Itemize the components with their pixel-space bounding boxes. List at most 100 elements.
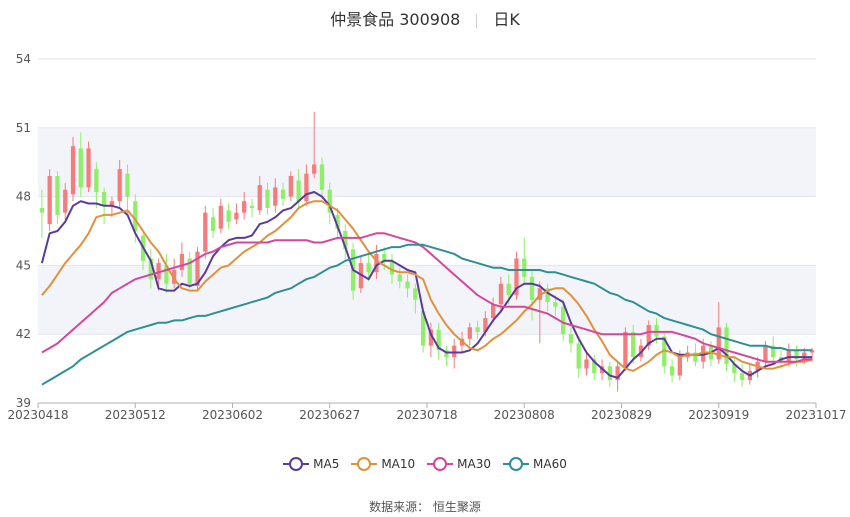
candle-body — [654, 325, 659, 337]
candle-body — [226, 210, 231, 222]
candle-body — [94, 169, 99, 193]
candle-body — [296, 180, 301, 202]
chart-period: 日K — [493, 10, 520, 29]
candle-body — [452, 345, 457, 358]
x-tick-label: 20230919 — [688, 408, 749, 422]
candle-body — [70, 146, 76, 195]
candle-body — [242, 201, 247, 213]
candle-body — [203, 212, 208, 252]
candle-body — [444, 350, 449, 358]
candle-body — [786, 350, 791, 362]
ma-line-ma30 — [41, 232, 813, 363]
candle-body — [701, 345, 706, 362]
candle-body — [280, 189, 286, 199]
candle-body — [101, 192, 107, 206]
y-tick-label: 39 — [16, 396, 31, 410]
candle-body — [693, 352, 698, 362]
legend-item-ma10[interactable]: MA10 — [351, 457, 415, 471]
candle-body — [78, 148, 83, 188]
candle-body — [592, 359, 597, 374]
candle-body — [467, 327, 472, 339]
data-source: 数据来源： 恒生聚源 — [369, 500, 481, 514]
candle-body — [631, 331, 636, 358]
candle-body — [164, 265, 169, 284]
legend-marker-icon — [351, 457, 378, 471]
x-tick-label: 20231017 — [785, 408, 846, 422]
candle-body — [506, 283, 511, 296]
candle-body — [172, 269, 177, 284]
candle-body — [529, 276, 535, 300]
candle-body — [234, 212, 239, 220]
candle-body — [514, 258, 519, 296]
candle-body — [428, 329, 434, 346]
x-tick-label: 20230718 — [396, 408, 457, 422]
candle-body — [195, 251, 200, 287]
y-tick-label: 54 — [16, 52, 31, 66]
candle-body — [335, 214, 340, 229]
legend-marker-icon — [427, 457, 454, 471]
candle-body — [133, 201, 138, 231]
grid-lines — [38, 58, 816, 404]
candle-body — [763, 345, 768, 362]
candle-body — [39, 208, 45, 213]
candle-body — [522, 258, 527, 277]
x-tick-label: 20230627 — [299, 408, 360, 422]
candle-body — [218, 205, 223, 229]
legend-label: MA60 — [533, 457, 567, 471]
candle-body — [327, 189, 332, 213]
x-tick-label: 20230418 — [7, 408, 68, 422]
x-tick-label: 20230829 — [591, 408, 652, 422]
ma-line-ma10 — [41, 200, 813, 372]
x-tick-label: 20230602 — [202, 408, 263, 422]
legend-item-ma30[interactable]: MA30 — [427, 457, 491, 471]
candle-body — [716, 327, 721, 360]
candle-body — [179, 253, 185, 270]
candle-body — [584, 359, 589, 369]
candle-body — [739, 373, 745, 381]
candle-body — [607, 366, 612, 381]
grid-band — [38, 127, 816, 197]
candle-body — [623, 331, 628, 367]
candle-body — [677, 357, 682, 376]
candle-body — [576, 343, 581, 369]
candle-body — [771, 345, 776, 358]
candle-body — [257, 185, 262, 211]
candle-body — [794, 350, 799, 360]
candle-body — [249, 205, 255, 209]
title-separator — [476, 13, 478, 28]
candle-body — [156, 263, 161, 280]
chart-title: 仲景食品 300908 日K — [0, 6, 850, 30]
legend-item-ma60[interactable]: MA60 — [503, 457, 567, 471]
stock-name: 仲景食品 300908 — [330, 10, 461, 29]
y-axis: 39 42 45 48 51 54 — [16, 52, 31, 410]
legend-marker-icon — [283, 457, 310, 471]
legend-item-ma5[interactable]: MA5 — [283, 457, 339, 471]
candle-body — [802, 352, 807, 360]
candle-body — [109, 201, 115, 206]
candle-body — [568, 334, 574, 344]
candle-body — [273, 187, 278, 206]
candle-body — [374, 253, 379, 273]
candle-body — [55, 175, 60, 215]
candle-body — [420, 311, 426, 346]
x-tick-label: 20230512 — [105, 408, 166, 422]
legend-marker-icon — [503, 457, 530, 471]
candle-body — [724, 327, 729, 365]
candle-body — [343, 231, 348, 250]
grid-bands — [38, 127, 816, 335]
y-tick-label: 51 — [16, 121, 31, 135]
candle-body — [304, 173, 309, 202]
y-tick-label: 42 — [16, 327, 31, 341]
legend-label: MA5 — [313, 457, 340, 471]
candle-body — [475, 327, 480, 332]
candle-body — [187, 258, 192, 284]
candle-body — [312, 164, 317, 174]
candle-body — [483, 318, 488, 332]
candle-body — [561, 306, 566, 335]
candle-body — [63, 189, 68, 213]
candle-body — [490, 304, 496, 319]
candle-body — [553, 302, 558, 307]
candle-body — [47, 175, 52, 225]
candle-body — [732, 364, 737, 374]
